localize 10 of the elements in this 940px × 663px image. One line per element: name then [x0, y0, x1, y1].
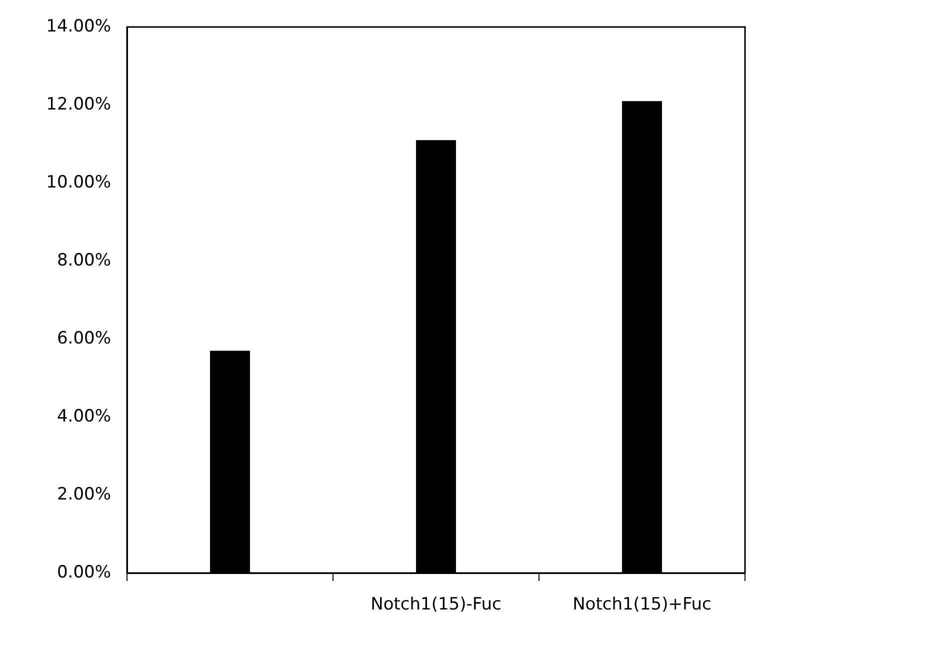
y-tick-label: 4.00% [56, 406, 111, 426]
y-tick-label: 8.00% [56, 250, 111, 270]
x-tick-label: Notch1(15)-Fuc [370, 594, 502, 615]
y-tick-label: 14.00% [46, 16, 111, 36]
y-tick-label: 10.00% [46, 172, 111, 192]
x-tick-label: Notch1(15)+Fuc [572, 594, 712, 615]
y-tick-label: 12.00% [46, 94, 111, 114]
y-tick-label: 2.00% [56, 484, 111, 504]
y-tick-label: 6.00% [56, 328, 111, 348]
y-tick-label: 0.00% [56, 562, 111, 582]
